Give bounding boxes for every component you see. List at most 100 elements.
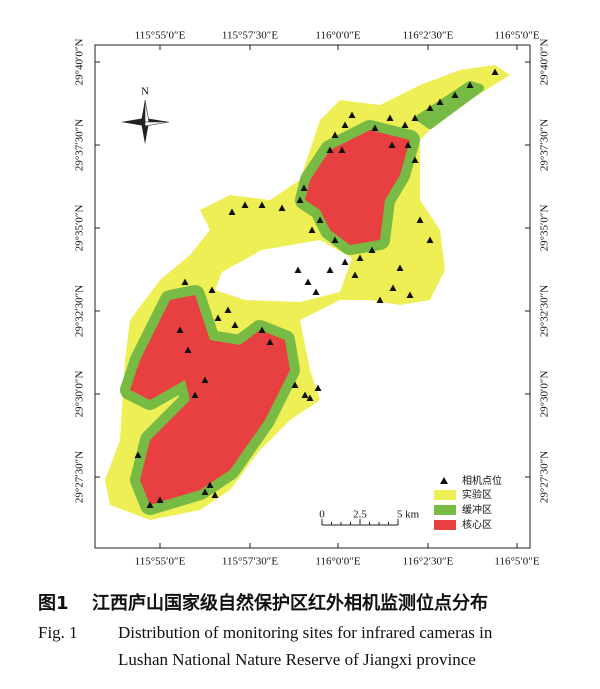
camera-site: [258, 201, 266, 208]
legend: 相机点位 实验区 缓冲区 核心区: [434, 474, 502, 531]
camera-site: [416, 216, 424, 223]
camera-site: [326, 146, 334, 153]
camera-site: [156, 496, 164, 503]
camera-site: [491, 68, 499, 75]
camera-site: [294, 266, 302, 273]
north-label: N: [141, 86, 149, 98]
legend-label: 实验区: [462, 488, 492, 501]
camera-site: [146, 501, 154, 508]
camera-site: [278, 204, 286, 211]
camera-site: [451, 91, 459, 98]
camera-site: [389, 284, 397, 291]
camera-site: [386, 114, 394, 121]
camera-site: [301, 391, 309, 398]
x-tick-label: 116°2′30″E: [403, 556, 454, 568]
camera-site: [206, 481, 214, 488]
x-tick-label: 116°0′0″E: [315, 30, 360, 42]
core-zone: [130, 295, 290, 505]
camera-site: [341, 258, 349, 265]
y-tick-label: 29°32′30″N: [539, 285, 551, 337]
x-tick-label: 116°5′0″E: [494, 556, 539, 568]
camera-site: [176, 326, 184, 333]
camera-site: [326, 266, 334, 273]
camera-site: [466, 81, 474, 88]
caption-label: Fig. 1: [38, 623, 78, 642]
y-tick-label: 29°27′30″N: [539, 451, 551, 503]
camera-site: [134, 451, 142, 458]
camera-site: [201, 376, 209, 383]
x-tick-label: 115°55′0″E: [135, 30, 186, 42]
camera-site: [211, 491, 219, 498]
y-tick-label: 29°37′30″N: [74, 119, 86, 171]
camera-site: [404, 141, 412, 148]
camera-site: [316, 216, 324, 223]
caption-label: 图1: [38, 593, 69, 614]
caption-title: Distribution of monitoring sites for inf…: [118, 623, 493, 642]
camera-site: [308, 226, 316, 233]
camera-site: [436, 98, 444, 105]
y-tick-label: 29°32′30″N: [74, 285, 86, 337]
x-tick-label: 115°55′0″E: [135, 556, 186, 568]
camera-site: [406, 291, 414, 298]
camera-site: [201, 488, 209, 495]
camera-site: [291, 381, 299, 388]
camera-site: [338, 146, 346, 153]
camera-site: [266, 338, 274, 345]
x-tick-label: 116°0′0″E: [315, 556, 360, 568]
scale-label: 5 km: [397, 509, 420, 521]
core-zone: [305, 130, 410, 245]
scale-label: 2.5: [353, 509, 367, 521]
camera-site: [304, 278, 312, 285]
camera-site: [306, 394, 314, 401]
y-tick-label: 29°30′0″N: [74, 371, 86, 418]
camera-site: [228, 208, 236, 215]
scale-bar: 0 2.5 5 km: [319, 509, 420, 526]
camera-site: [426, 104, 434, 111]
camera-site: [376, 296, 384, 303]
y-tick-label: 29°35′0″N: [539, 205, 551, 252]
camera-site: [368, 246, 376, 253]
x-tick-label: 115°57′30″E: [222, 30, 278, 42]
camera-site: [356, 254, 364, 261]
x-tick-label: 115°57′30″E: [222, 556, 278, 568]
y-tick-label: 29°37′30″N: [539, 119, 551, 171]
y-tick-label: 29°30′0″N: [539, 371, 551, 418]
camera-site: [371, 124, 379, 131]
camera-site: [312, 288, 320, 295]
scale-label: 0: [319, 509, 325, 521]
camera-site: [411, 156, 419, 163]
camera-site: [300, 184, 308, 191]
camera-site: [348, 111, 356, 118]
camera-site: [191, 391, 199, 398]
caption: 图1 江西庐山国家级自然保护区红外相机监测位点分布 Fig. 1 Distrib…: [38, 592, 493, 669]
camera-site: [258, 326, 266, 333]
caption-title: Lushan National Nature Reserve of Jiangx…: [118, 650, 476, 669]
camera-site: [184, 346, 192, 353]
camera-site: [351, 271, 359, 278]
camera-site: [181, 278, 189, 285]
camera-site: [411, 114, 419, 121]
camera-site: [331, 131, 339, 138]
camera-site: [214, 314, 222, 321]
camera-site: [331, 236, 339, 243]
x-tick-label: 116°2′30″E: [403, 30, 454, 42]
camera-site: [241, 201, 249, 208]
legend-label: 相机点位: [462, 474, 502, 487]
y-tick-label: 29°40′0″N: [74, 39, 86, 86]
lake-area: [215, 240, 352, 302]
camera-site: [396, 264, 404, 271]
y-tick-label: 29°40′0″N: [539, 39, 551, 86]
camera-site: [231, 321, 239, 328]
camera-site: [341, 121, 349, 128]
camera-site: [401, 121, 409, 128]
camera-site: [426, 236, 434, 243]
north-arrow: N: [121, 86, 170, 144]
legend-label: 核心区: [462, 518, 492, 531]
y-tick-label: 29°35′0″N: [74, 205, 86, 252]
camera-site: [314, 384, 322, 391]
x-tick-label: 116°5′0″E: [494, 30, 539, 42]
camera-site: [224, 306, 232, 313]
legend-label: 缓冲区: [462, 503, 492, 516]
camera-site: [208, 286, 216, 293]
y-tick-label: 29°27′30″N: [74, 451, 86, 503]
